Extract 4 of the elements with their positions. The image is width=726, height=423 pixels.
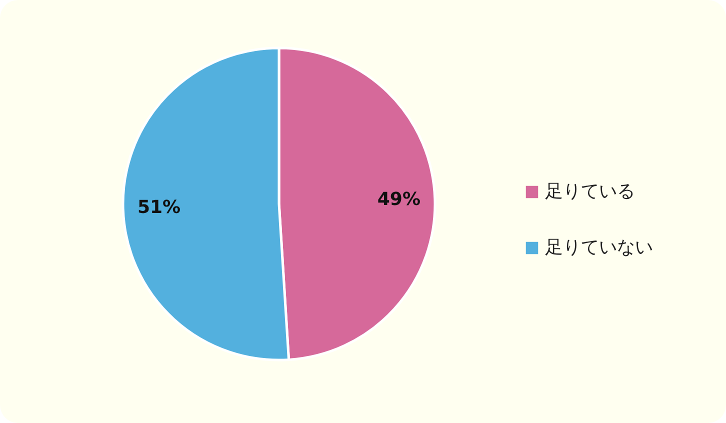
legend-label: 足りていない xyxy=(545,237,653,258)
data-label: 51% xyxy=(138,196,181,218)
data-label: 49% xyxy=(377,189,420,210)
legend-label: 足りている xyxy=(545,181,635,202)
